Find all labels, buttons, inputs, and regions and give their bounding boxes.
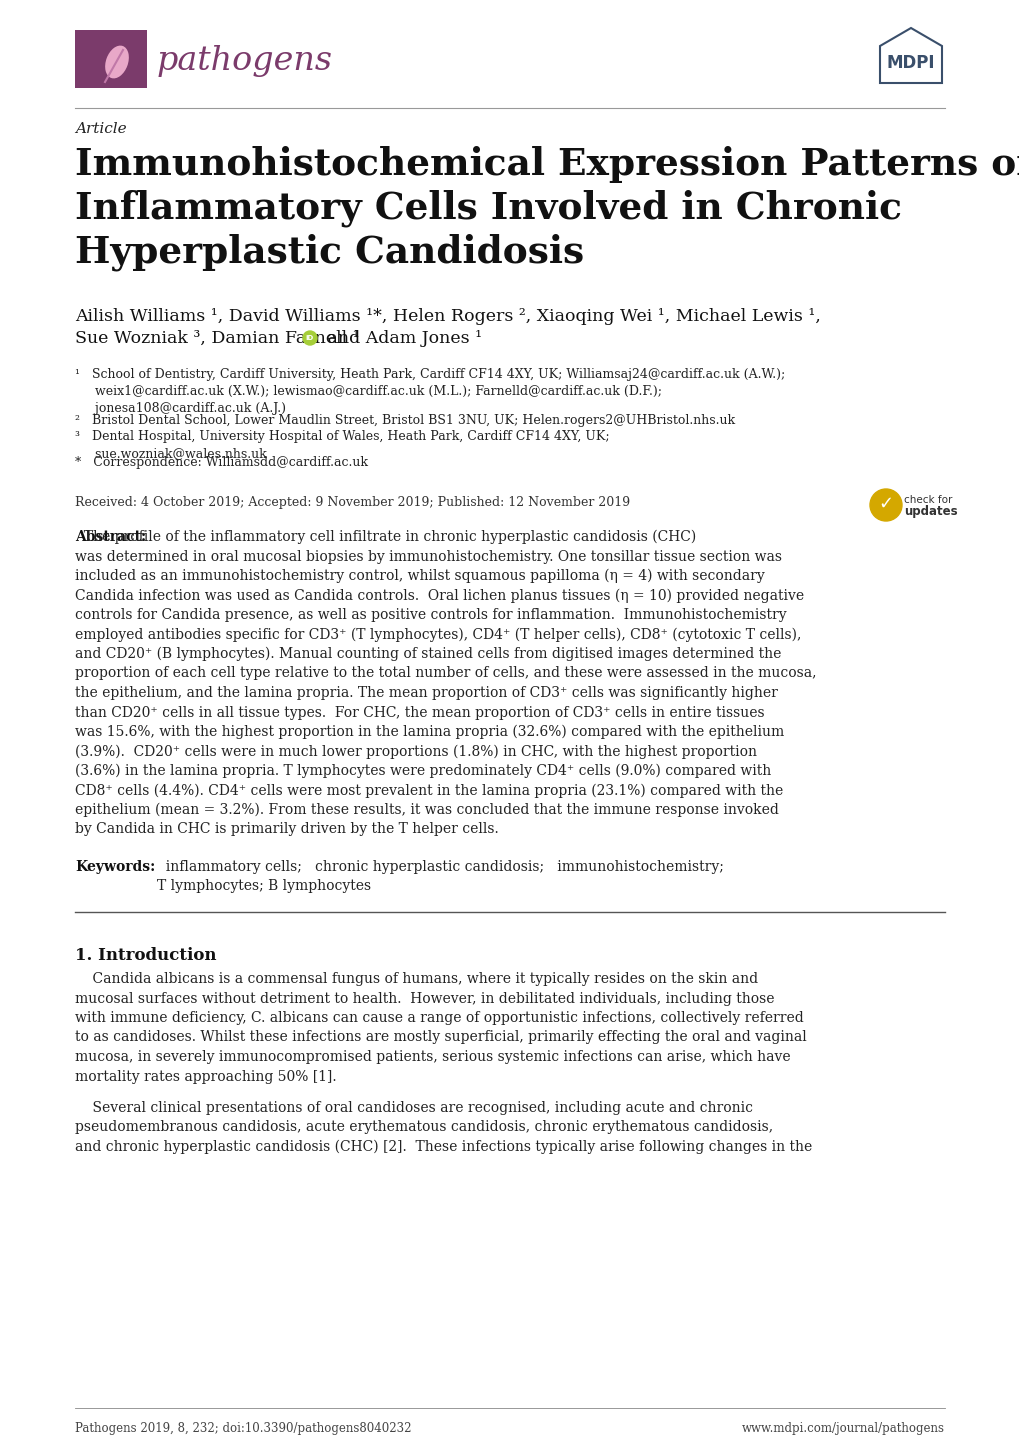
Text: pseudomembranous candidosis, acute erythematous candidosis, chronic erythematous: pseudomembranous candidosis, acute eryth… bbox=[75, 1120, 772, 1135]
Circle shape bbox=[303, 332, 317, 345]
Text: included as an immunohistochemistry control, whilst squamous papilloma (η = 4) w: included as an immunohistochemistry cont… bbox=[75, 570, 764, 584]
Text: CD8⁺ cells (4.4%). CD4⁺ cells were most prevalent in the lamina propria (23.1%) : CD8⁺ cells (4.4%). CD4⁺ cells were most … bbox=[75, 783, 783, 797]
Text: with immune deficiency, C. albicans can cause a range of opportunistic infection: with immune deficiency, C. albicans can … bbox=[75, 1011, 803, 1025]
Text: Ailish Williams ¹, David Williams ¹*, Helen Rogers ², Xiaoqing Wei ¹, Michael Le: Ailish Williams ¹, David Williams ¹*, He… bbox=[75, 309, 820, 324]
Text: and chronic hyperplastic candidosis (CHC) [2].  These infections typically arise: and chronic hyperplastic candidosis (CHC… bbox=[75, 1141, 811, 1155]
Text: mortality rates approaching 50% [1].: mortality rates approaching 50% [1]. bbox=[75, 1070, 336, 1083]
Text: and CD20⁺ (B lymphocytes). Manual counting of stained cells from digitised image: and CD20⁺ (B lymphocytes). Manual counti… bbox=[75, 647, 781, 662]
Text: 1. Introduction: 1. Introduction bbox=[75, 947, 216, 965]
Text: iD: iD bbox=[306, 335, 314, 340]
Text: (3.6%) in the lamina propria. T lymphocytes were predominately CD4⁺ cells (9.0%): (3.6%) in the lamina propria. T lymphocy… bbox=[75, 764, 770, 779]
Text: www.mdpi.com/journal/pathogens: www.mdpi.com/journal/pathogens bbox=[741, 1422, 944, 1435]
Text: ³   Dental Hospital, University Hospital of Wales, Heath Park, Cardiff CF14 4XY,: ³ Dental Hospital, University Hospital o… bbox=[75, 430, 609, 460]
Text: was determined in oral mucosal biopsies by immunohistochemistry. One tonsillar t: was determined in oral mucosal biopsies … bbox=[75, 549, 782, 564]
Text: *   Correspondence: Williamsdd@cardiff.ac.uk: * Correspondence: Williamsdd@cardiff.ac.… bbox=[75, 456, 368, 469]
Text: and Adam Jones ¹: and Adam Jones ¹ bbox=[322, 330, 482, 348]
Text: was 15.6%, with the highest proportion in the lamina propria (32.6%) compared wi: was 15.6%, with the highest proportion i… bbox=[75, 725, 784, 740]
Text: ¹   School of Dentistry, Cardiff University, Heath Park, Cardiff CF14 4XY, UK; W: ¹ School of Dentistry, Cardiff Universit… bbox=[75, 368, 785, 415]
Text: Article: Article bbox=[75, 123, 126, 136]
Circle shape bbox=[869, 489, 901, 521]
Text: ²   Bristol Dental School, Lower Maudlin Street, Bristol BS1 3NU, UK; Helen.roge: ² Bristol Dental School, Lower Maudlin S… bbox=[75, 414, 735, 427]
Ellipse shape bbox=[105, 46, 128, 78]
Text: mucosal surfaces without detriment to health.  However, in debilitated individua: mucosal surfaces without detriment to he… bbox=[75, 992, 773, 1005]
Text: to as candidoses. Whilst these infections are mostly superficial, primarily effe: to as candidoses. Whilst these infection… bbox=[75, 1031, 806, 1044]
Text: Several clinical presentations of oral candidoses are recognised, including acut: Several clinical presentations of oral c… bbox=[75, 1102, 752, 1115]
Text: The profile of the inflammatory cell infiltrate in chronic hyperplastic candidos: The profile of the inflammatory cell inf… bbox=[75, 531, 696, 545]
Text: MDPI: MDPI bbox=[886, 53, 934, 72]
Text: Immunohistochemical Expression Patterns of
Inflammatory Cells Involved in Chroni: Immunohistochemical Expression Patterns … bbox=[75, 146, 1019, 271]
Text: Pathogens 2019, 8, 232; doi:10.3390/pathogens8040232: Pathogens 2019, 8, 232; doi:10.3390/path… bbox=[75, 1422, 411, 1435]
Text: inflammatory cells;   chronic hyperplastic candidosis;   immunohistochemistry;
T: inflammatory cells; chronic hyperplastic… bbox=[157, 859, 723, 893]
Text: employed antibodies specific for CD3⁺ (T lymphocytes), CD4⁺ (T helper cells), CD: employed antibodies specific for CD3⁺ (T… bbox=[75, 627, 801, 642]
Text: proportion of each cell type relative to the total number of cells, and these we: proportion of each cell type relative to… bbox=[75, 666, 815, 681]
Text: by Candida in CHC is primarily driven by the T helper cells.: by Candida in CHC is primarily driven by… bbox=[75, 822, 498, 836]
Text: ✓: ✓ bbox=[877, 495, 893, 513]
Text: Abstract:: Abstract: bbox=[75, 531, 146, 544]
Text: the epithelium, and the lamina propria. The mean proportion of CD3⁺ cells was si: the epithelium, and the lamina propria. … bbox=[75, 686, 777, 699]
Text: Candida albicans is a commensal fungus of humans, where it typically resides on : Candida albicans is a commensal fungus o… bbox=[75, 972, 757, 986]
Text: (3.9%).  CD20⁺ cells were in much lower proportions (1.8%) in CHC, with the high: (3.9%). CD20⁺ cells were in much lower p… bbox=[75, 744, 756, 758]
Text: Candida infection was used as Candida controls.  Oral lichen planus tissues (η =: Candida infection was used as Candida co… bbox=[75, 588, 803, 603]
FancyBboxPatch shape bbox=[75, 30, 147, 88]
Text: Keywords:: Keywords: bbox=[75, 859, 155, 874]
Text: mucosa, in severely immunocompromised patients, serious systemic infections can : mucosa, in severely immunocompromised pa… bbox=[75, 1050, 790, 1064]
Text: pathogens: pathogens bbox=[157, 45, 332, 76]
Text: than CD20⁺ cells in all tissue types.  For CHC, the mean proportion of CD3⁺ cell: than CD20⁺ cells in all tissue types. Fo… bbox=[75, 705, 764, 720]
Text: Received: 4 October 2019; Accepted: 9 November 2019; Published: 12 November 2019: Received: 4 October 2019; Accepted: 9 No… bbox=[75, 496, 630, 509]
Text: Sue Wozniak ³, Damian Farnell ¹: Sue Wozniak ³, Damian Farnell ¹ bbox=[75, 330, 360, 348]
Text: check for: check for bbox=[903, 495, 952, 505]
Text: updates: updates bbox=[903, 505, 957, 518]
Text: epithelium (mean = 3.2%). From these results, it was concluded that the immune r: epithelium (mean = 3.2%). From these res… bbox=[75, 803, 779, 818]
Text: controls for Candida presence, as well as positive controls for inflammation.  I: controls for Candida presence, as well a… bbox=[75, 609, 786, 622]
